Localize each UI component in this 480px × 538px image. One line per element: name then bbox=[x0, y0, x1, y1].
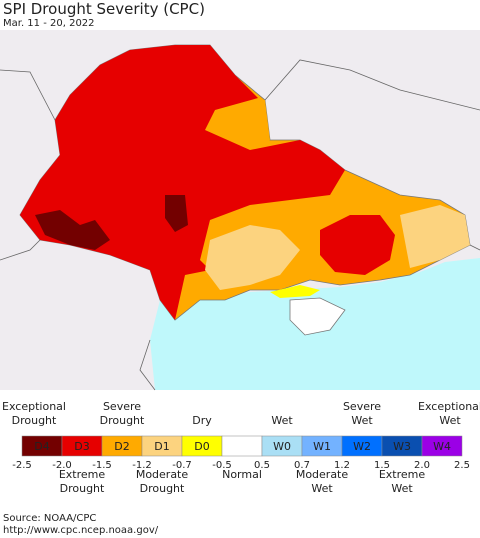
legend-code: D3 bbox=[74, 440, 89, 453]
legend-label: Moderate bbox=[136, 468, 189, 481]
legend-code: W3 bbox=[393, 440, 411, 453]
legend-code: W1 bbox=[313, 440, 331, 453]
legend-code: W4 bbox=[433, 440, 451, 453]
legend-code: W2 bbox=[353, 440, 371, 453]
legend-tick: 1.2 bbox=[334, 460, 350, 471]
legend-label: Wet bbox=[271, 414, 293, 427]
drought-severe bbox=[200, 100, 270, 140]
drought-exceptional bbox=[35, 210, 110, 250]
drought-moderate bbox=[400, 205, 470, 268]
drought-exceptional bbox=[165, 195, 188, 232]
coastline bbox=[139, 339, 156, 391]
legend-tick: 1.5 bbox=[374, 460, 390, 471]
drought-moderate bbox=[205, 225, 300, 290]
border bbox=[264, 59, 480, 111]
legend-swatch bbox=[221, 435, 263, 457]
legend-tick: -0.7 bbox=[172, 460, 192, 471]
legend-label: Wet bbox=[439, 414, 461, 427]
legend-tick: -2.5 bbox=[12, 460, 32, 471]
legend-code: W0 bbox=[273, 440, 291, 453]
legend-label: Wet bbox=[311, 482, 333, 495]
legend-label: Dry bbox=[192, 414, 212, 427]
border bbox=[0, 69, 56, 121]
source-url: http://www.cpc.ncep.noaa.gov/ bbox=[3, 525, 159, 536]
legend-label: Extreme bbox=[379, 468, 426, 481]
legend-label: Normal bbox=[222, 468, 262, 481]
legend-label: Drought bbox=[100, 414, 145, 427]
source: Source: NOAA/CPC bbox=[3, 513, 96, 524]
dry bbox=[270, 285, 320, 298]
legend-label: Drought bbox=[60, 482, 105, 495]
legend-tick: 2.5 bbox=[454, 460, 470, 471]
legend-tick: -1.5 bbox=[92, 460, 112, 471]
drought-extreme bbox=[20, 45, 345, 320]
legend-tick: 0.7 bbox=[294, 460, 310, 471]
legend-label: Severe bbox=[343, 400, 381, 413]
legend-tick: 2.0 bbox=[414, 460, 430, 471]
legend-tick: -2.0 bbox=[52, 460, 72, 471]
map bbox=[0, 30, 480, 391]
legend-code: D1 bbox=[154, 440, 169, 453]
legend-label: Drought bbox=[12, 414, 57, 427]
legend-label: Exceptional bbox=[418, 400, 480, 413]
header-background bbox=[0, 0, 480, 30]
legend-code: D2 bbox=[114, 440, 129, 453]
legend-label: Extreme bbox=[59, 468, 106, 481]
legend-swatch bbox=[421, 435, 463, 457]
drought-extreme-east bbox=[320, 215, 395, 275]
legend-label: Wet bbox=[351, 414, 373, 427]
legend-tick: -0.5 bbox=[212, 460, 232, 471]
subtitle: Mar. 11 - 20, 2022 bbox=[3, 18, 95, 29]
legend-label: Exceptional bbox=[2, 400, 66, 413]
legend-code: D0 bbox=[194, 440, 209, 453]
legend-label: Moderate bbox=[296, 468, 349, 481]
legend-label: Drought bbox=[140, 482, 185, 495]
legend: D4ExceptionalDroughtD3ExtremeDroughtD2Se… bbox=[2, 400, 480, 495]
crimea bbox=[289, 297, 346, 336]
legend-label: Severe bbox=[103, 400, 141, 413]
border bbox=[0, 239, 41, 261]
legend-tick: 0.5 bbox=[254, 460, 270, 471]
legend-code: D4 bbox=[34, 440, 49, 453]
border bbox=[469, 244, 480, 251]
legend-tick: -1.2 bbox=[132, 460, 152, 471]
legend-label: Wet bbox=[391, 482, 413, 495]
title: SPI Drought Severity (CPC) bbox=[3, 0, 205, 18]
